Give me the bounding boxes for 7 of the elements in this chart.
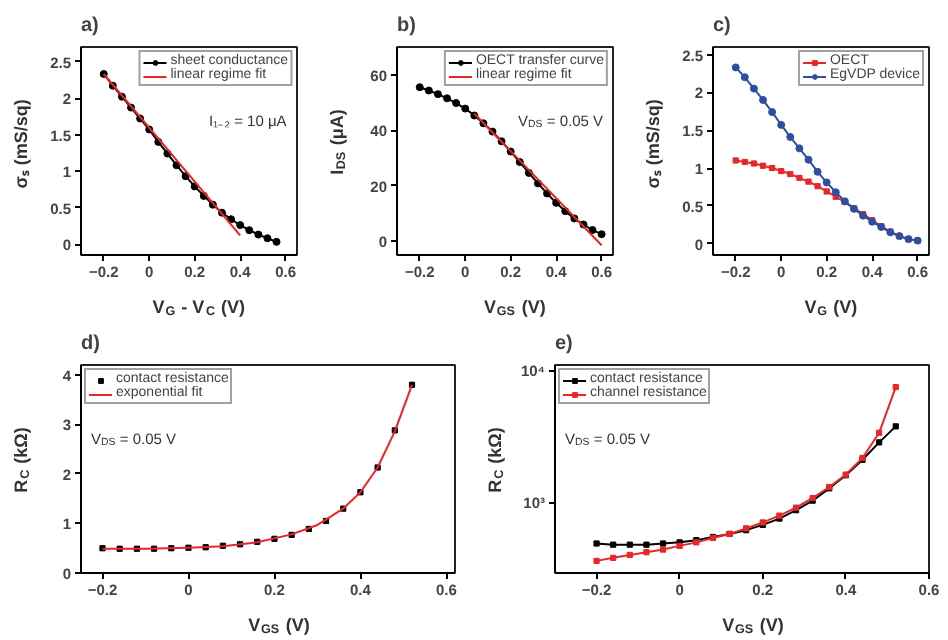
chart-title: d) (81, 333, 100, 355)
chart-title: e) (555, 333, 573, 355)
chart-title: a) (81, 15, 99, 37)
y-axis-title: σₛ (mS/sq) (643, 99, 663, 189)
y-axis-title: σₛ (mS/sq) (11, 99, 31, 189)
chart-title: b) (397, 15, 416, 37)
chart-title: c) (713, 15, 731, 37)
